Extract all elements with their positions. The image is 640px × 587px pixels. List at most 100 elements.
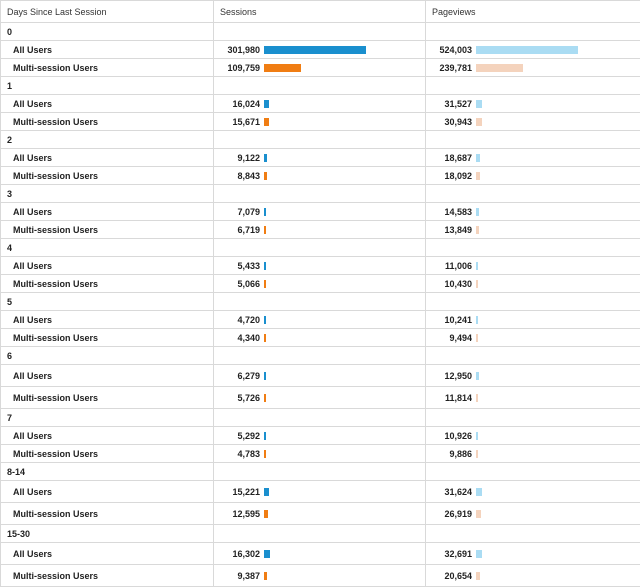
pageviews-value: 14,583 (426, 207, 476, 217)
sessions-value: 6,279 (214, 371, 264, 381)
sessions-cell: 109,759 (214, 59, 426, 77)
empty-cell (214, 23, 426, 41)
segment-label: Multi-session Users (1, 445, 214, 463)
pageviews-bar (476, 208, 479, 216)
pageviews-bar (476, 262, 478, 270)
sessions-cell: 6,279 (214, 365, 426, 387)
pageviews-value: 13,849 (426, 225, 476, 235)
pageviews-cell: 11,814 (426, 387, 640, 409)
group-label: 15-30 (1, 525, 214, 543)
sessions-value: 5,292 (214, 431, 264, 441)
sessions-bar (264, 394, 266, 402)
pageviews-bar (476, 154, 480, 162)
pageviews-bar (476, 394, 478, 402)
pageviews-value: 18,687 (426, 153, 476, 163)
pageviews-value: 524,003 (426, 45, 476, 55)
sessions-value: 4,783 (214, 449, 264, 459)
group-label: 4 (1, 239, 214, 257)
pageviews-bar (476, 372, 479, 380)
sessions-bar (264, 488, 269, 496)
group-row: 1 (1, 77, 640, 95)
sessions-bar (264, 154, 267, 162)
sessions-bar (264, 510, 268, 518)
pageviews-bar (476, 488, 482, 496)
empty-cell (214, 463, 426, 481)
pageviews-bar (476, 316, 478, 324)
pageviews-cell: 31,527 (426, 95, 640, 113)
sessions-cell: 4,720 (214, 311, 426, 329)
segment-label: Multi-session Users (1, 167, 214, 185)
segment-label: All Users (1, 149, 214, 167)
sessions-cell: 8,843 (214, 167, 426, 185)
pageviews-header[interactable]: Pageviews (426, 1, 640, 23)
group-label: 1 (1, 77, 214, 95)
sessions-cell: 15,671 (214, 113, 426, 131)
sessions-value: 9,122 (214, 153, 264, 163)
sessions-value: 6,719 (214, 225, 264, 235)
group-row: 8-14 (1, 463, 640, 481)
sessions-bar (264, 334, 266, 342)
group-row: 6 (1, 347, 640, 365)
sessions-cell: 4,783 (214, 445, 426, 463)
pageviews-value: 12,950 (426, 371, 476, 381)
sessions-bar (264, 226, 266, 234)
group-row: 7 (1, 409, 640, 427)
pageviews-cell: 26,919 (426, 503, 640, 525)
pageviews-cell: 13,849 (426, 221, 640, 239)
empty-cell (214, 409, 426, 427)
pageviews-bar (476, 432, 478, 440)
empty-cell (426, 77, 640, 95)
pageviews-value: 30,943 (426, 117, 476, 127)
pageviews-value: 10,241 (426, 315, 476, 325)
sessions-value: 5,066 (214, 279, 264, 289)
sessions-cell: 16,024 (214, 95, 426, 113)
pageviews-bar (476, 46, 578, 54)
empty-cell (426, 463, 640, 481)
empty-cell (426, 293, 640, 311)
group-label: 8-14 (1, 463, 214, 481)
sessions-cell: 4,340 (214, 329, 426, 347)
sessions-bar (264, 100, 269, 108)
sessions-value: 4,340 (214, 333, 264, 343)
sessions-header[interactable]: Sessions (214, 1, 426, 23)
pageviews-cell: 14,583 (426, 203, 640, 221)
sessions-value: 5,433 (214, 261, 264, 271)
pageviews-value: 31,624 (426, 487, 476, 497)
empty-cell (426, 239, 640, 257)
sessions-bar (264, 432, 266, 440)
group-label: 3 (1, 185, 214, 203)
pageviews-cell: 30,943 (426, 113, 640, 131)
sessions-value: 9,387 (214, 571, 264, 581)
pageviews-cell: 524,003 (426, 41, 640, 59)
sessions-cell: 5,292 (214, 427, 426, 445)
sessions-value: 15,671 (214, 117, 264, 127)
sessions-cell: 7,079 (214, 203, 426, 221)
group-row: 5 (1, 293, 640, 311)
segment-label: All Users (1, 203, 214, 221)
pageviews-value: 10,926 (426, 431, 476, 441)
empty-cell (426, 409, 640, 427)
empty-cell (426, 525, 640, 543)
empty-cell (214, 239, 426, 257)
segment-label: All Users (1, 257, 214, 275)
dimension-header[interactable]: Days Since Last Session (1, 1, 214, 23)
pageviews-bar (476, 510, 481, 518)
pageviews-cell: 32,691 (426, 543, 640, 565)
sessions-value: 8,843 (214, 171, 264, 181)
segment-label: All Users (1, 311, 214, 329)
sessions-value: 7,079 (214, 207, 264, 217)
pageviews-bar (476, 572, 480, 580)
sessions-cell: 6,719 (214, 221, 426, 239)
group-row: 0 (1, 23, 640, 41)
sessions-cell: 12,595 (214, 503, 426, 525)
segment-label: All Users (1, 365, 214, 387)
segment-label: Multi-session Users (1, 275, 214, 293)
